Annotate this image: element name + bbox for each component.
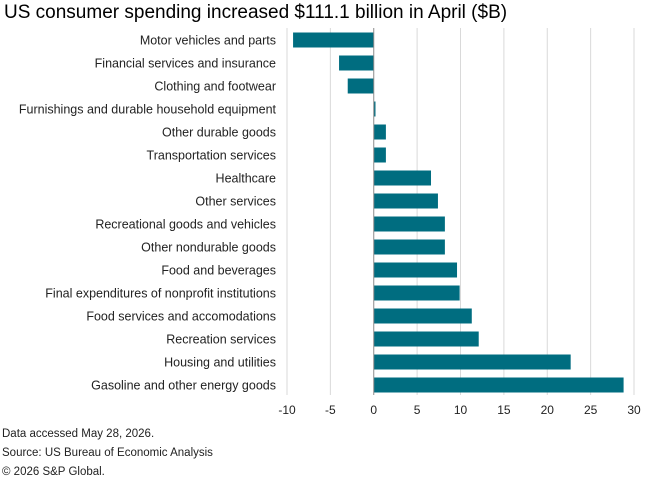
category-label: Furnishings and durable household equipm… (19, 103, 277, 117)
bar (347, 78, 374, 94)
category-label: Food services and accomodations (86, 310, 276, 324)
bar (373, 101, 376, 117)
bar (373, 285, 460, 301)
category-label: Other services (195, 195, 276, 209)
category-label: Other durable goods (162, 126, 276, 140)
x-tick-label: 20 (541, 403, 555, 417)
bar (373, 262, 458, 278)
bar (293, 32, 374, 48)
x-tick-label: 25 (584, 403, 598, 417)
category-label: Recreational goods and vehicles (95, 218, 276, 232)
x-tick-label: 10 (454, 403, 468, 417)
bar (373, 239, 445, 255)
category-label: Healthcare (216, 172, 276, 186)
bar (373, 147, 386, 163)
bar (373, 377, 624, 393)
bar (373, 124, 386, 140)
bar (373, 216, 445, 232)
bar (373, 331, 479, 347)
category-label: Food and beverages (161, 264, 276, 278)
x-tick-label: 30 (627, 403, 641, 417)
chart-title: US consumer spending increased $111.1 bi… (4, 2, 508, 23)
category-label: Other nondurable goods (141, 241, 276, 255)
category-label: Transportation services (147, 149, 276, 163)
footnote-accessed: Data accessed May 28, 2026. (2, 428, 155, 440)
category-label: Housing and utilities (164, 356, 276, 370)
x-tick-label: -5 (325, 403, 336, 417)
category-label: Recreation services (166, 333, 276, 347)
bars (293, 32, 624, 393)
category-label: Clothing and footwear (154, 80, 276, 94)
x-axis-ticks: -10 -5 0 5 10 15 20 25 30 (278, 403, 641, 417)
bar (373, 354, 571, 370)
x-tick-label: 0 (370, 403, 377, 417)
category-labels: Motor vehicles and parts Financial servic… (19, 34, 277, 393)
x-tick-label: -10 (278, 403, 296, 417)
bar (373, 170, 432, 186)
bar (339, 55, 374, 71)
category-label: Motor vehicles and parts (140, 34, 276, 48)
category-label: Gasoline and other energy goods (91, 379, 276, 393)
bar (373, 308, 472, 324)
category-label: Final expenditures of nonprofit institut… (45, 287, 276, 301)
x-tick-label: 15 (497, 403, 511, 417)
bar (373, 193, 438, 209)
footnote-copyright: © 2026 S&P Global. (2, 466, 105, 478)
x-tick-label: 5 (414, 403, 421, 417)
category-label: Financial services and insurance (95, 57, 276, 71)
footnote-source: Source: US Bureau of Economic Analysis (2, 447, 213, 459)
